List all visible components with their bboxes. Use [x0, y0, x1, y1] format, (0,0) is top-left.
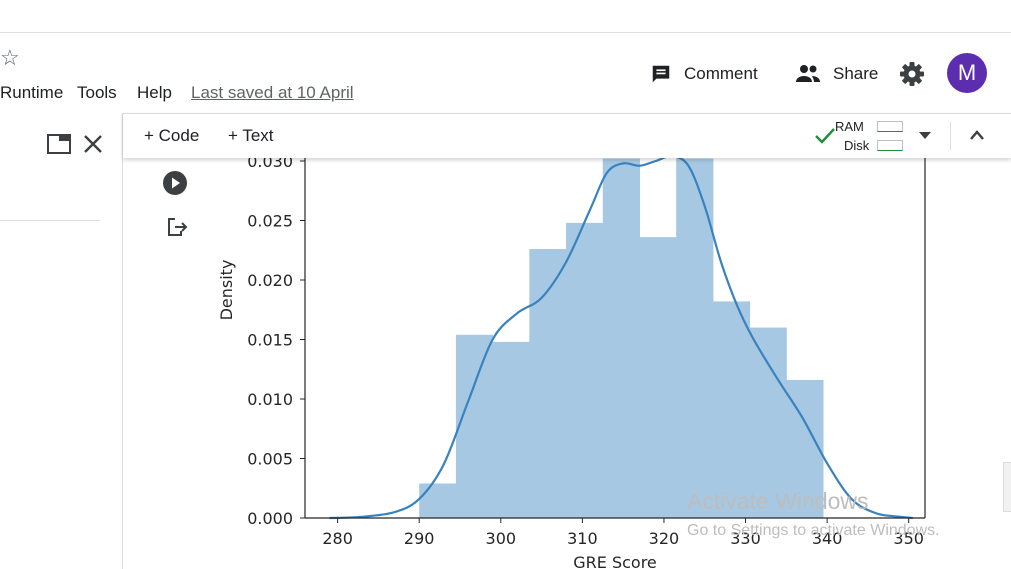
histogram-bar	[712, 301, 751, 518]
histogram-bar	[566, 222, 604, 518]
ram-meter	[877, 121, 903, 132]
ram-label: RAM	[835, 119, 864, 134]
menu-tools[interactable]: Tools	[77, 83, 117, 102]
toolbar-divider	[950, 122, 951, 150]
last-saved-link[interactable]: Last saved at 10 April	[191, 83, 354, 102]
header-divider	[0, 32, 1011, 33]
x-tick-label: 300	[486, 529, 517, 548]
open-in-tab-icon[interactable]	[47, 134, 71, 154]
people-icon	[796, 65, 820, 82]
notebook-toolbar: + Code + Text RAM Disk	[123, 113, 1011, 158]
x-tick-label: 350	[893, 529, 924, 548]
star-icon[interactable]: ☆	[0, 45, 20, 70]
output-icon[interactable]	[166, 216, 188, 238]
histogram-bar	[676, 158, 714, 518]
colab-header: ☆ Runtime Tools Help Last saved at 10 Ap…	[0, 0, 1011, 113]
x-tick-label: 290	[404, 529, 435, 548]
gre-score-histogram: 280 290 300 310 320 330 340 350 0.000 0.005 0.010 0…	[217, 158, 926, 569]
comment-icon	[652, 65, 670, 83]
x-tick-label: 340	[812, 529, 843, 548]
kde-curve	[329, 158, 913, 520]
watermark-title: Activate Windows	[687, 488, 869, 514]
y-tick-label: 0.000	[247, 509, 293, 528]
chevron-up-icon[interactable]	[969, 129, 985, 141]
histogram-bar	[455, 334, 494, 518]
share-label: Share	[833, 64, 879, 83]
avatar[interactable]: M	[947, 53, 987, 93]
histogram-bar	[529, 249, 567, 518]
comment-button[interactable]: Comment	[650, 60, 758, 88]
gear-icon[interactable]	[898, 60, 926, 88]
histogram-bar	[419, 483, 457, 518]
y-tick-label: 0.005	[247, 450, 293, 469]
x-tick-label: 320	[649, 529, 680, 548]
y-tick-label: 0.030	[247, 158, 293, 171]
run-cell-button[interactable]	[163, 171, 187, 195]
histogram-bar	[492, 341, 530, 518]
scrollbar[interactable]	[1003, 462, 1011, 512]
add-text-button[interactable]: + Text	[228, 126, 274, 145]
close-icon[interactable]	[83, 134, 103, 154]
chevron-down-icon[interactable]	[919, 132, 931, 140]
histogram-bar	[639, 237, 677, 518]
x-tick-label: 280	[322, 529, 353, 548]
panel-divider	[0, 220, 100, 221]
watermark-subtitle: Go to Settings to activate Windows.	[687, 522, 940, 539]
histogram-bar	[749, 327, 787, 518]
x-tick-label: 310	[567, 529, 598, 548]
histogram-bar	[602, 158, 640, 518]
check-icon	[815, 128, 835, 144]
x-axis-label: GRE Score	[573, 553, 657, 569]
comment-label: Comment	[684, 64, 758, 83]
menu-help[interactable]: Help	[137, 83, 172, 102]
y-axis-label: Density	[217, 260, 236, 321]
y-tick-label: 0.025	[247, 212, 293, 231]
y-tick-label: 0.020	[247, 271, 293, 290]
y-tick-label: 0.015	[247, 331, 293, 350]
x-tick-label: 330	[730, 529, 761, 548]
disk-meter	[877, 140, 903, 151]
share-button[interactable]: Share	[795, 60, 878, 88]
y-tick-label: 0.010	[247, 390, 293, 409]
menu-runtime[interactable]: Runtime	[0, 83, 64, 102]
disk-label: Disk	[844, 138, 870, 153]
add-code-button[interactable]: + Code	[144, 126, 200, 145]
side-panel	[0, 113, 123, 569]
